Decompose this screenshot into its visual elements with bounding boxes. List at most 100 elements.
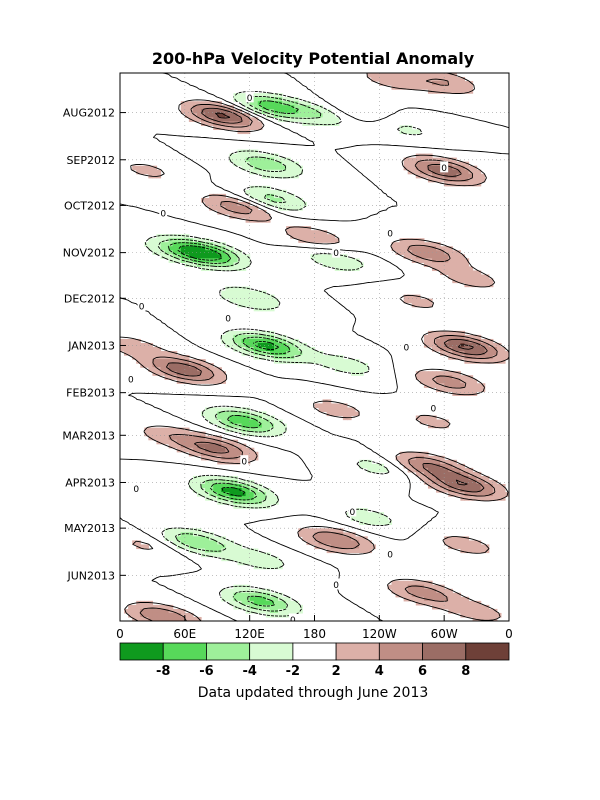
heatmap-cell <box>225 290 230 296</box>
heatmap-cell <box>261 496 267 501</box>
heatmap-cell <box>201 367 206 372</box>
heatmap-cell <box>444 379 449 384</box>
heatmap-cell <box>261 101 267 106</box>
heatmap-cell <box>213 475 218 481</box>
heatmap-cell <box>261 431 267 437</box>
heatmap-cell <box>306 113 312 118</box>
heatmap-cell <box>205 540 210 546</box>
heatmap-cell <box>245 334 251 340</box>
heatmap-cell <box>423 77 429 82</box>
heatmap-cell <box>302 101 307 106</box>
heatmap-cell <box>415 463 421 469</box>
heatmap-cell <box>184 246 190 251</box>
heatmap-cell <box>229 411 235 417</box>
heatmap-cell <box>423 298 429 304</box>
heatmap-cell <box>480 342 486 348</box>
heatmap-cell <box>484 496 490 501</box>
heatmap-cell <box>124 342 129 348</box>
heatmap-cell <box>148 616 154 621</box>
heatmap-cell <box>423 415 429 421</box>
heatmap-cell <box>152 165 158 171</box>
zero-label-bg <box>332 578 341 590</box>
heatmap-cell <box>342 536 348 542</box>
heatmap-cell <box>452 342 457 348</box>
heatmap-cell <box>253 552 259 558</box>
heatmap-cell <box>168 375 174 380</box>
heatmap-cell <box>209 443 214 449</box>
heatmap-cell <box>253 101 259 106</box>
heatmap-cell <box>124 338 129 344</box>
heatmap-cell <box>423 375 429 380</box>
heatmap-cell <box>225 588 230 594</box>
heatmap-cell <box>156 359 162 364</box>
heatmap-cell <box>444 246 449 251</box>
heatmap-cell <box>229 596 235 602</box>
heatmap-cell <box>350 262 356 268</box>
heatmap-cell <box>452 544 457 550</box>
heatmap-cell <box>436 161 441 167</box>
heatmap-cell <box>282 201 287 207</box>
heatmap-cell <box>168 435 174 441</box>
heatmap-cell <box>367 512 372 517</box>
heatmap-cell <box>257 431 263 437</box>
heatmap-cell <box>399 246 405 251</box>
heatmap-cell <box>290 97 295 102</box>
heatmap-cell <box>436 157 441 163</box>
heatmap-cell <box>229 286 235 292</box>
heatmap-cell <box>233 157 239 163</box>
heatmap-cell <box>436 254 441 259</box>
heatmap-cell <box>257 121 263 126</box>
heatmap-cell <box>302 238 307 243</box>
heatmap-cell <box>460 274 466 280</box>
heatmap-cell <box>496 492 502 497</box>
heatmap-cell <box>468 475 474 481</box>
heatmap-cell <box>460 540 466 546</box>
heatmap-cell <box>201 544 206 550</box>
heatmap-cell <box>468 85 474 90</box>
heatmap-cell <box>148 351 154 356</box>
heatmap-cell <box>172 355 178 360</box>
heatmap-cell <box>225 475 230 481</box>
heatmap-cell <box>415 129 421 135</box>
heatmap-cell <box>419 467 425 473</box>
heatmap-cell <box>423 302 429 308</box>
heatmap-cell <box>423 254 429 259</box>
heatmap-cell <box>318 234 324 239</box>
heatmap-cell <box>245 548 251 554</box>
heatmap-cell <box>217 109 222 114</box>
heatmap-cell <box>399 242 405 247</box>
heatmap-cell <box>294 351 299 356</box>
heatmap-cell <box>257 484 263 489</box>
heatmap-cell <box>265 161 271 167</box>
heatmap-cell <box>440 423 445 429</box>
heatmap-cell <box>233 584 239 590</box>
heatmap-cell <box>253 294 259 300</box>
heatmap-cell <box>379 73 384 78</box>
heatmap-cell <box>407 294 413 300</box>
heatmap-cell <box>423 73 429 78</box>
heatmap-cell <box>407 242 413 247</box>
heatmap-cell <box>221 500 226 505</box>
heatmap-cell <box>261 185 267 191</box>
heatmap-cell <box>436 419 441 425</box>
heatmap-cell <box>229 109 235 114</box>
heatmap-cell <box>201 371 206 376</box>
heatmap-cell <box>363 548 368 554</box>
heatmap-cell <box>432 177 437 183</box>
heatmap-cell <box>415 250 421 255</box>
heatmap-cell <box>217 379 222 384</box>
heatmap-cell <box>338 266 344 272</box>
heatmap-cell <box>367 540 372 546</box>
heatmap-cell <box>196 431 202 437</box>
heatmap-cell <box>221 334 226 340</box>
heatmap-cell <box>217 262 222 268</box>
heatmap-cell <box>448 270 453 276</box>
heatmap-cell <box>456 592 461 598</box>
heatmap-cell <box>448 471 453 477</box>
heatmap-cell <box>213 262 218 268</box>
heatmap-cell <box>476 359 482 364</box>
heatmap-cell <box>456 334 461 340</box>
heatmap-cell <box>245 504 251 509</box>
heatmap-cell <box>444 351 449 356</box>
heatmap-cell <box>124 347 129 352</box>
